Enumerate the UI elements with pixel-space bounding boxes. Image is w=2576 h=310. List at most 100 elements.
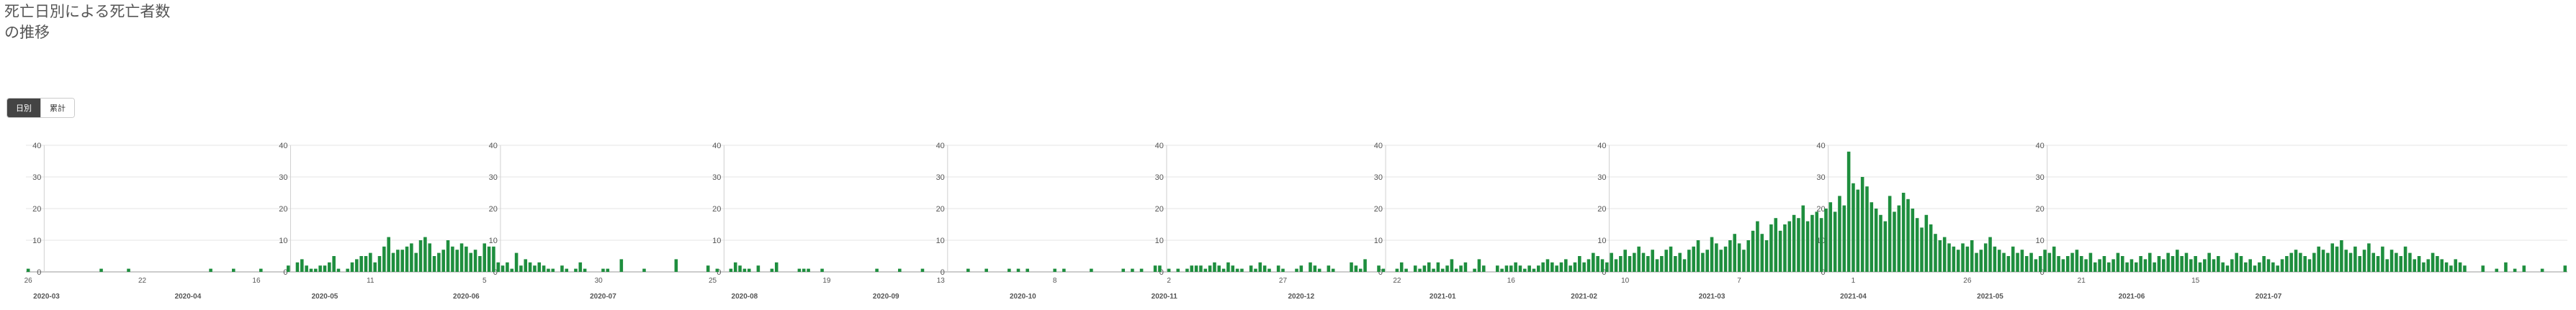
- bar: [1815, 211, 1819, 272]
- bar: [2016, 252, 2019, 272]
- y-tick-label: 20: [1374, 205, 1383, 214]
- bar: [1592, 252, 1595, 272]
- bar: [2230, 259, 2234, 272]
- bar: [984, 268, 988, 272]
- bar: [898, 268, 902, 272]
- x-month-label: 2021-01: [1430, 293, 1456, 301]
- bar: [483, 243, 487, 272]
- bar: [1956, 250, 1960, 272]
- bar: [1965, 246, 1970, 272]
- bar: [1614, 259, 1618, 272]
- bar: [332, 256, 336, 272]
- bar: [127, 268, 130, 272]
- bar: [1550, 262, 1554, 272]
- bar: [2125, 262, 2129, 272]
- bar: [2207, 252, 2211, 272]
- bar: [2522, 265, 2526, 272]
- bar: [920, 268, 925, 272]
- bar: [2024, 256, 2029, 272]
- bar: [1262, 265, 1267, 272]
- bar: [715, 268, 719, 272]
- y-tick-label: 0: [37, 268, 41, 277]
- bar: [1701, 252, 1705, 272]
- x-day-tick-label: 26: [1963, 277, 1972, 285]
- bar: [2289, 252, 2293, 272]
- y-tick-label: 0: [1159, 268, 1164, 277]
- bar: [1824, 209, 1828, 272]
- x-month-label: 2020-05: [312, 293, 338, 301]
- bar: [1664, 250, 1668, 272]
- bar: [1203, 268, 1208, 272]
- bar: [574, 268, 578, 272]
- x-month-label: 2021-05: [1977, 293, 2003, 301]
- bar: [1893, 211, 1896, 272]
- bar: [583, 268, 587, 272]
- bar: [1975, 252, 1978, 272]
- tab-daily[interactable]: 日別: [7, 99, 40, 117]
- bar: [2371, 252, 2376, 272]
- bar: [1619, 256, 1623, 272]
- bar: [1929, 224, 1933, 272]
- bar: [2326, 252, 2330, 272]
- bar: [2070, 252, 2074, 272]
- y-tick-label: 20: [712, 205, 721, 214]
- bar: [2312, 252, 2316, 272]
- bar: [1610, 252, 1613, 272]
- y-tick-label: 40: [32, 142, 41, 150]
- tab-cumulative[interactable]: 累計: [40, 99, 74, 117]
- bar: [2034, 259, 2038, 272]
- bar: [1901, 193, 1906, 272]
- bar: [2043, 250, 2047, 272]
- bar: [1888, 196, 1892, 272]
- bar: [2079, 256, 2083, 272]
- bar: [1737, 243, 1741, 272]
- bar: [1537, 265, 1540, 272]
- bar: [1053, 268, 1056, 272]
- bar: [1523, 268, 1527, 272]
- bar: [1185, 268, 1189, 272]
- bar: [1938, 240, 1942, 272]
- bar: [359, 256, 363, 272]
- bar: [2303, 256, 2307, 272]
- bar: [1194, 265, 1198, 272]
- bar: [1221, 268, 1226, 272]
- bar: [1131, 268, 1134, 272]
- bar: [382, 246, 386, 272]
- bar: [2157, 256, 2161, 272]
- bar: [1756, 221, 1759, 272]
- bar: [309, 268, 313, 272]
- bar: [410, 243, 413, 272]
- bar: [1249, 265, 1253, 272]
- bar: [2217, 256, 2220, 272]
- bar: [560, 265, 564, 272]
- bar: [875, 268, 879, 272]
- y-tick-label: 20: [2035, 205, 2044, 214]
- bar: [966, 268, 970, 272]
- bar: [1226, 262, 1230, 272]
- bar: [2162, 259, 2166, 272]
- bar: [1651, 250, 1654, 272]
- bar: [2413, 259, 2417, 272]
- bar: [2367, 243, 2371, 272]
- y-tick-label: 10: [1374, 237, 1383, 245]
- bar: [1504, 265, 1509, 272]
- bar: [2180, 256, 2184, 272]
- bar: [528, 262, 532, 272]
- daily-deaths-chart: 0102030400102030400102030400102030400102…: [24, 142, 2567, 301]
- bar: [542, 265, 546, 272]
- x-day-tick-label: 27: [1279, 277, 1288, 285]
- bar: [2203, 259, 2207, 272]
- bar: [1628, 256, 1632, 272]
- bar: [1395, 268, 1399, 272]
- bar: [1495, 265, 1499, 272]
- x-day-tick-label: 15: [2191, 277, 2200, 285]
- bar: [2463, 265, 2467, 272]
- bar: [1883, 221, 1888, 272]
- bar: [2444, 262, 2449, 272]
- bar: [1801, 205, 1805, 272]
- bar: [501, 265, 505, 272]
- bar: [1846, 151, 1851, 272]
- bar: [2395, 252, 2398, 272]
- bar: [2563, 265, 2567, 272]
- bar: [2088, 252, 2093, 272]
